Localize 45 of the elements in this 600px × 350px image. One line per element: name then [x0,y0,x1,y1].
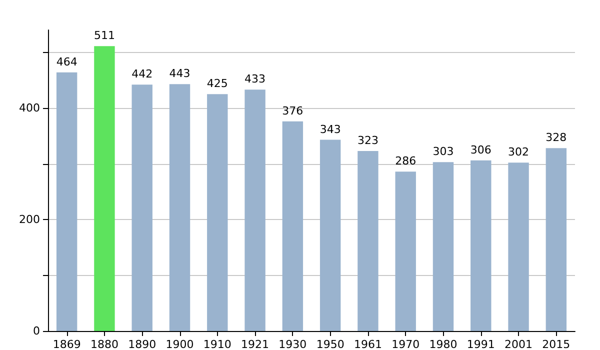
x-tick-label: 1869 [52,338,81,350]
x-tick-label: 1991 [466,338,495,350]
data-label: 328 [546,131,567,144]
x-tick-label: 1921 [241,338,270,350]
data-label: 425 [206,77,228,90]
x-tick-label: 1950 [316,338,344,350]
x-tick-label: 2001 [504,338,533,350]
bar [282,121,304,331]
x-tick-label: 1980 [429,338,458,350]
data-label: 303 [432,145,454,158]
data-label: 443 [169,67,190,80]
bar [395,172,416,331]
bar [169,84,190,331]
data-label: 433 [244,72,266,86]
bar [358,150,378,331]
x-tick-label: 1910 [203,338,232,350]
data-label: 286 [395,154,416,168]
bar [470,160,492,331]
data-label: 464 [56,55,78,68]
bar [244,90,266,331]
bar [207,94,228,331]
x-tick-label: 1900 [166,338,194,350]
data-label: 302 [508,146,530,159]
bar [132,84,152,331]
data-label: 323 [357,134,378,147]
x-tick-label: 2015 [542,338,570,350]
x-tick-label: 1930 [278,338,307,350]
bar [94,46,115,331]
x-tick-label: 1880 [90,338,118,350]
data-label: 343 [320,122,341,136]
x-tick-label: 1970 [392,338,420,350]
bar [508,162,529,331]
x-tick-label: 1961 [354,338,382,350]
x-tick-label: 1890 [128,338,156,350]
y-tick-label: 0 [33,324,40,338]
bar [320,140,341,331]
bar [546,148,567,331]
bar [56,72,78,331]
y-tick-label: 200 [19,213,40,226]
data-label: 511 [94,29,115,42]
data-label: 306 [470,143,492,156]
data-label: 376 [282,104,304,118]
bar [432,162,454,331]
y-tick-label: 400 [19,102,40,115]
data-label: 442 [132,68,153,81]
